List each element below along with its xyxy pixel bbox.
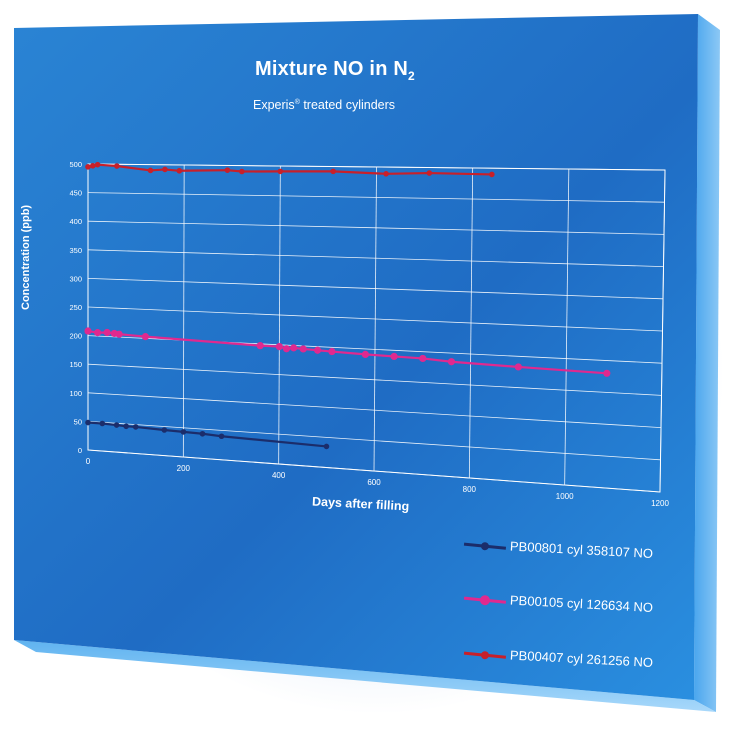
- y-tick-label: 400: [69, 217, 82, 226]
- legend-item-pb00801: PB00801 cyl 358107 NO: [462, 536, 653, 561]
- data-point: [277, 168, 284, 175]
- data-point: [199, 430, 206, 437]
- y-tick-label: 250: [69, 303, 82, 312]
- x-tick-label: 400: [272, 471, 286, 480]
- chart-title: Mixture NO in N2: [255, 58, 415, 83]
- registered-mark: ®: [294, 98, 300, 106]
- y-tick-label: 100: [69, 389, 82, 398]
- y-tick-label: 150: [69, 360, 82, 369]
- y-gridline: [87, 163, 666, 171]
- x-tick-label: 1200: [651, 499, 669, 508]
- x-tick-label: 800: [463, 485, 477, 494]
- y-gridline: [87, 421, 661, 461]
- data-point: [114, 163, 120, 169]
- data-point: [323, 443, 330, 450]
- data-point: [147, 167, 154, 174]
- data-point: [94, 161, 101, 168]
- data-point: [99, 420, 106, 427]
- data-point: [514, 363, 522, 371]
- y-gridline: [87, 306, 663, 332]
- data-point: [328, 347, 336, 356]
- panel-right-edge: [694, 14, 720, 712]
- y-tick-label: 0: [78, 446, 82, 455]
- y-gridline: [87, 363, 662, 396]
- y-axis-label: Concentration (ppb): [20, 204, 32, 310]
- panel-bottom-edge: [14, 640, 716, 712]
- data-point: [113, 422, 120, 428]
- y-gridline: [87, 220, 665, 235]
- data-point: [103, 328, 111, 337]
- plot-area: 0 200 400 600 800 1000 1200 0 50 100 150 200 250 300 3…: [69, 160, 669, 508]
- data-point: [603, 369, 611, 377]
- x-tick-label: 1000: [556, 492, 574, 501]
- data-point: [290, 344, 298, 352]
- data-point: [85, 164, 91, 170]
- y-tick-label: 200: [69, 332, 82, 341]
- data-point: [224, 167, 231, 173]
- data-point: [419, 354, 427, 363]
- data-point: [85, 419, 91, 426]
- series-line: [87, 421, 327, 448]
- data-point: [180, 429, 187, 435]
- data-point: [299, 345, 307, 353]
- data-point: [313, 346, 322, 354]
- y-gridline: [87, 192, 665, 203]
- data-point: [426, 170, 433, 176]
- data-point: [90, 162, 96, 169]
- chart-title-subscript: 2: [408, 69, 415, 83]
- data-point: [218, 433, 225, 440]
- y-tick-label: 350: [69, 246, 82, 255]
- y-gridline: [87, 392, 662, 428]
- data-point: [84, 327, 92, 335]
- y-tick-label: 300: [69, 274, 82, 283]
- data-point: [489, 171, 495, 178]
- data-point: [176, 167, 183, 174]
- x-tick-label: 600: [367, 478, 381, 487]
- series-line: [87, 163, 492, 176]
- data-point: [93, 329, 102, 337]
- data-point: [141, 333, 150, 341]
- data-point: [447, 358, 456, 366]
- data-point: [132, 424, 139, 430]
- y-gridline: [87, 249, 664, 267]
- panel-face: [14, 14, 698, 700]
- y-tick-label: 50: [74, 417, 82, 426]
- data-point: [330, 168, 336, 175]
- data-point: [115, 330, 123, 338]
- data-point: [123, 423, 129, 430]
- legend-item-pb00105: PB00105 cyl 126634 NO: [462, 590, 653, 615]
- y-tick-label: 450: [69, 189, 82, 198]
- data-point: [161, 427, 168, 433]
- data-point: [361, 350, 369, 359]
- y-tick-label: 500: [69, 160, 82, 169]
- x-tick-label: 0: [86, 457, 91, 466]
- x-tick-label: 200: [177, 464, 191, 473]
- data-point: [239, 168, 245, 175]
- data-point: [383, 171, 389, 177]
- data-point: [390, 352, 398, 361]
- y-gridline: [87, 449, 661, 493]
- data-point: [162, 166, 168, 173]
- data-point: [275, 342, 283, 351]
- data-point: [256, 342, 264, 350]
- legend-item-pb00407: PB00407 cyl 261256 NO: [462, 645, 653, 670]
- chart-subtitle: Experis® treated cylinders: [253, 98, 396, 112]
- y-gridline: [87, 278, 664, 300]
- data-point: [282, 345, 291, 353]
